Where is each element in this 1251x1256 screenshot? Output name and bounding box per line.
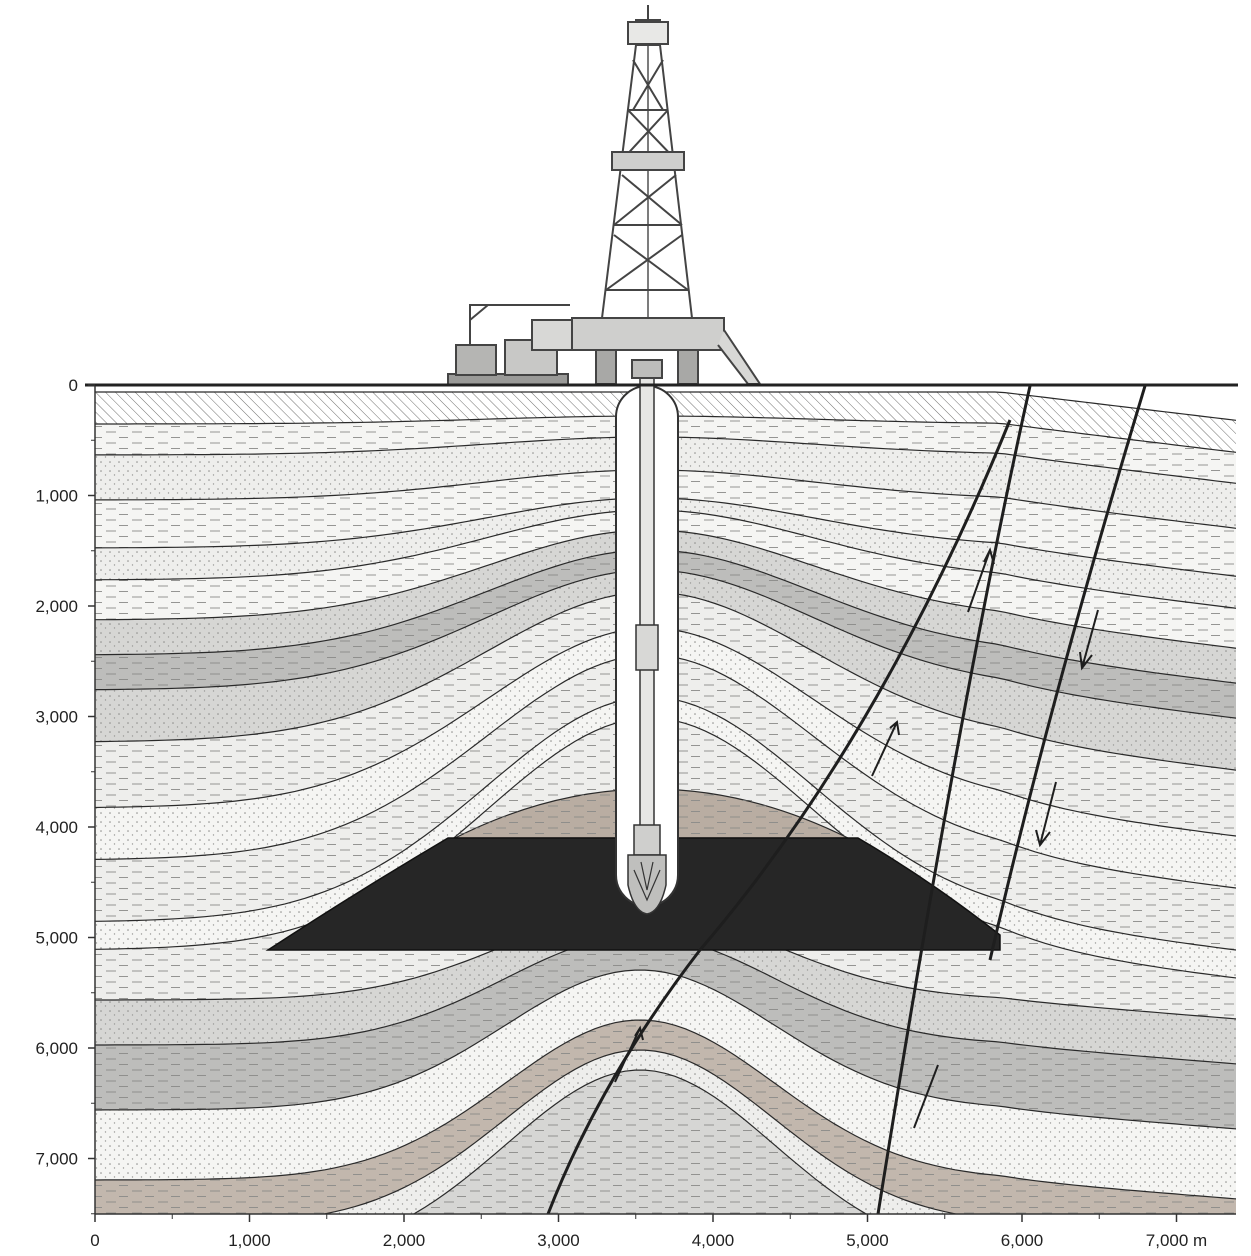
depth-tick-label: 1,000: [35, 487, 78, 506]
depth-tick-label: 3,000: [35, 708, 78, 727]
rock-layer-texture: [95, 628, 1236, 889]
rig-floor: [571, 317, 762, 385]
rock-layer-texture: [95, 1020, 1236, 1214]
depth-tick-label: 0: [69, 376, 78, 395]
layer-boundary: [412, 1069, 868, 1214]
distance-axis: 0 1,000 2,000 3,000 4,000 5,000 6,000 7,000 m: [90, 1213, 1236, 1250]
rock-layer-texture: [95, 970, 1236, 1199]
drill-pipe: [639, 369, 655, 831]
layer-boundary: [95, 969, 1236, 1130]
depth-tick-label: 6,000: [35, 1039, 78, 1058]
rock-layer-texture: [323, 1050, 957, 1214]
fault-line-east: [876, 386, 1032, 1214]
derrick-icon: [601, 5, 693, 319]
rock-layer-texture: [95, 437, 1236, 529]
rock-layer: [95, 392, 1236, 453]
crane-truck-icon: [447, 304, 573, 386]
rock-layer-texture: [95, 935, 1236, 1129]
rock-layer-texture: [95, 470, 1236, 577]
rock-layer-texture: [95, 498, 1236, 609]
rock-layer-texture: [95, 655, 1236, 951]
fault-motion-arrow: [967, 547, 995, 613]
distance-tick-label: 1,000: [228, 1231, 271, 1250]
distance-tick-label: 4,000: [692, 1231, 735, 1250]
rock-layer-texture: [95, 510, 1236, 649]
drill-collar: [635, 624, 659, 671]
stabilizer: [633, 824, 661, 856]
distance-tick-label: 6,000: [1001, 1231, 1044, 1250]
drill-bit-icon: [627, 854, 667, 915]
depth-tick-label: 4,000: [35, 818, 78, 837]
distance-tick-label: 3,000: [537, 1231, 580, 1250]
fault-lines: [546, 386, 1147, 1214]
rock-layer-texture: [413, 1070, 867, 1214]
distance-tick-label: 5,000: [846, 1231, 889, 1250]
fault-motion-arrow: [913, 1064, 939, 1129]
depth-tick-label: 5,000: [35, 929, 78, 948]
distance-tick-label: 0: [90, 1231, 99, 1250]
fault-motion-arrow: [614, 1025, 644, 1083]
depth-tick-label: 7,000: [35, 1150, 78, 1169]
distance-tick-label: 2,000: [383, 1231, 426, 1250]
fault-line-far-east: [988, 386, 1147, 961]
rock-layer-texture: [95, 910, 1236, 1064]
fault-line-central: [546, 419, 1012, 1214]
drilling-rig: [447, 5, 762, 386]
rock-layer-texture: [95, 570, 1236, 771]
layer-boundary: [95, 1019, 1236, 1200]
layer-boundary: [320, 1049, 960, 1214]
rock-layer-texture: [95, 550, 1236, 719]
fault-motion-arrow: [1079, 609, 1099, 671]
distance-tick-label: 7,000 m: [1146, 1231, 1207, 1250]
depth-axis: 0 1,000 2,000 3,000 4,000 5,000 6,000 7,000: [35, 376, 96, 1215]
fault-motion-arrow: [871, 720, 900, 777]
rock-layer-texture: [95, 416, 1236, 484]
depth-tick-label: 2,000: [35, 597, 78, 616]
borehole: [615, 369, 679, 915]
fault-motion-arrow: [1035, 781, 1057, 848]
